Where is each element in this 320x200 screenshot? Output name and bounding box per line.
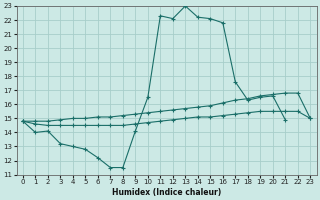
X-axis label: Humidex (Indice chaleur): Humidex (Indice chaleur) (112, 188, 221, 197)
